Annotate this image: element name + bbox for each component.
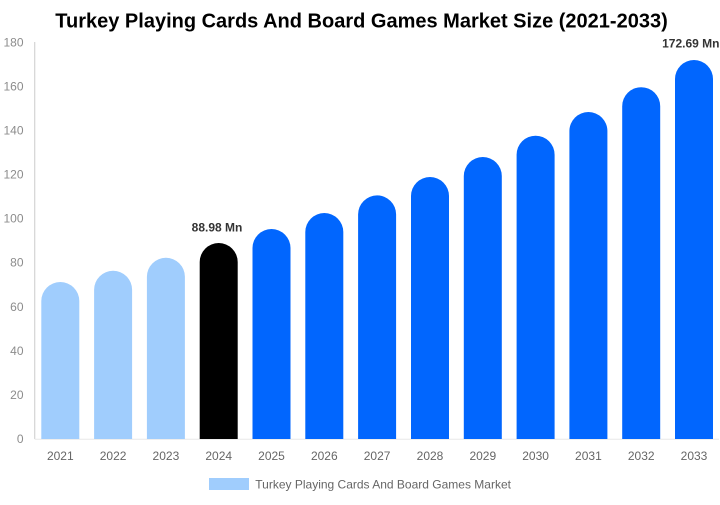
svg-text:60: 60 bbox=[10, 300, 24, 314]
svg-text:2021: 2021 bbox=[47, 449, 74, 463]
svg-text:180: 180 bbox=[3, 36, 23, 50]
svg-text:140: 140 bbox=[3, 124, 23, 138]
svg-text:2032: 2032 bbox=[628, 449, 655, 463]
svg-text:0: 0 bbox=[17, 432, 24, 446]
svg-text:120: 120 bbox=[3, 168, 23, 182]
svg-text:2025: 2025 bbox=[258, 449, 285, 463]
svg-text:160: 160 bbox=[3, 80, 23, 94]
svg-text:100: 100 bbox=[3, 212, 23, 226]
svg-text:2030: 2030 bbox=[522, 449, 549, 463]
svg-text:2024: 2024 bbox=[205, 449, 232, 463]
svg-text:2027: 2027 bbox=[364, 449, 391, 463]
svg-text:2023: 2023 bbox=[153, 449, 180, 463]
svg-text:2022: 2022 bbox=[100, 449, 127, 463]
svg-text:88.98 Mn: 88.98 Mn bbox=[192, 220, 243, 234]
svg-text:Turkey Playing Cards And Board: Turkey Playing Cards And Board Games Mar… bbox=[55, 10, 667, 32]
svg-text:20: 20 bbox=[10, 388, 24, 402]
svg-text:2031: 2031 bbox=[575, 449, 602, 463]
svg-text:2033: 2033 bbox=[681, 449, 708, 463]
svg-text:80: 80 bbox=[10, 256, 24, 270]
svg-text:2026: 2026 bbox=[311, 449, 338, 463]
svg-text:2028: 2028 bbox=[417, 449, 444, 463]
svg-text:40: 40 bbox=[10, 344, 24, 358]
svg-text:Turkey Playing Cards And Board: Turkey Playing Cards And Board Games Mar… bbox=[255, 477, 511, 491]
svg-text:172.69 Mn: 172.69 Mn bbox=[662, 37, 719, 51]
svg-text:2029: 2029 bbox=[469, 449, 496, 463]
